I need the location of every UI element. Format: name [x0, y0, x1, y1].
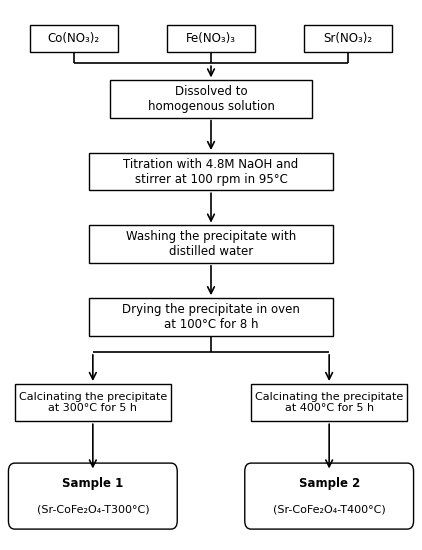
Text: Drying the precipitate in oven
at 100°C for 8 h: Drying the precipitate in oven at 100°C … [122, 303, 300, 331]
FancyBboxPatch shape [89, 153, 333, 190]
FancyBboxPatch shape [167, 25, 255, 52]
Text: (Sr-CoFe₂O₄-T400°C): (Sr-CoFe₂O₄-T400°C) [273, 504, 386, 514]
Text: Dissolved to
homogenous solution: Dissolved to homogenous solution [148, 85, 274, 113]
FancyBboxPatch shape [304, 25, 392, 52]
FancyBboxPatch shape [89, 298, 333, 336]
FancyBboxPatch shape [251, 384, 407, 421]
Text: Calcinating the precipitate
at 300°C for 5 h: Calcinating the precipitate at 300°C for… [19, 392, 167, 414]
FancyBboxPatch shape [89, 226, 333, 263]
Text: Titration with 4.8M NaOH and
stirrer at 100 rpm in 95°C: Titration with 4.8M NaOH and stirrer at … [123, 158, 299, 185]
Text: Sr(NO₃)₂: Sr(NO₃)₂ [324, 32, 373, 45]
Text: Fe(NO₃)₃: Fe(NO₃)₃ [186, 32, 236, 45]
Text: Calcinating the precipitate
at 400°C for 5 h: Calcinating the precipitate at 400°C for… [255, 392, 403, 414]
FancyBboxPatch shape [110, 80, 312, 118]
Text: Sample 1: Sample 1 [62, 477, 124, 491]
FancyBboxPatch shape [30, 25, 118, 52]
FancyBboxPatch shape [15, 384, 171, 421]
FancyBboxPatch shape [245, 463, 414, 529]
FancyBboxPatch shape [8, 463, 177, 529]
Text: Co(NO₃)₂: Co(NO₃)₂ [48, 32, 100, 45]
Text: (Sr-CoFe₂O₄-T300°C): (Sr-CoFe₂O₄-T300°C) [37, 504, 149, 514]
Text: Sample 2: Sample 2 [298, 477, 360, 491]
Text: Washing the precipitate with
distilled water: Washing the precipitate with distilled w… [126, 230, 296, 258]
